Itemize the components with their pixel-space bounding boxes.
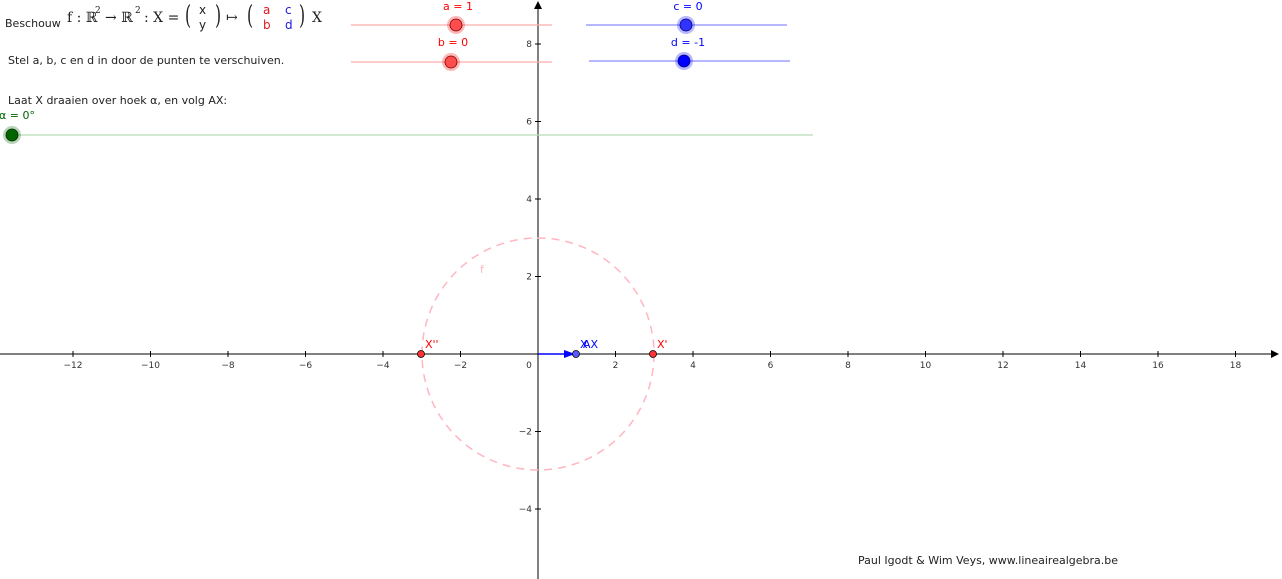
slider-c-label: c = 0 <box>673 0 702 13</box>
x-tick-label: −12 <box>64 361 83 371</box>
y-axis <box>534 1 542 579</box>
slider-d[interactable] <box>589 52 790 70</box>
slider-alpha-label: α = 0° <box>0 109 35 122</box>
x-axis <box>0 350 1279 358</box>
point-x-label: X <box>580 338 588 351</box>
slider-c[interactable] <box>586 16 787 34</box>
x-tick-label: −6 <box>299 361 313 371</box>
y-tick-label: 2 <box>526 273 532 283</box>
x-tick-label: 8 <box>845 361 851 371</box>
slider-d-handle[interactable] <box>677 54 691 68</box>
formula-tail-x: X <box>312 10 322 26</box>
slider-a-label: a = 1 <box>443 0 473 13</box>
rotate-instruction-text: Laat X draaien over hoek α, en volg AX: <box>8 94 228 107</box>
x-tick-label: −2 <box>454 361 467 371</box>
vector-ax <box>538 350 575 358</box>
axis-ticks: −12 −10 −8 −6 −4 −2 0 2 4 6 8 10 12 14 16 18 8 6 4 2 −2 −4 <box>64 40 1242 515</box>
point-x-prime[interactable] <box>649 350 657 358</box>
y-tick-label: 8 <box>526 40 532 50</box>
slider-alpha-handle[interactable] <box>5 128 19 142</box>
maps-to-symbol: ↦ <box>226 10 238 26</box>
slider-c-handle[interactable] <box>679 18 693 32</box>
formula-x-equals: : X = <box>144 10 180 26</box>
formula-square-1: 2 <box>95 6 101 16</box>
x-tick-label: 2 <box>613 361 619 371</box>
vector-y: y <box>199 18 207 32</box>
x-tick-label: 10 <box>920 361 932 371</box>
y-tick-label: −2 <box>519 428 532 438</box>
matrix-entry-b: b <box>263 18 271 32</box>
x-tick-label: 6 <box>768 361 774 371</box>
point-x-double-prime-label: X'' <box>425 338 439 351</box>
slider-b-handle[interactable] <box>444 55 458 69</box>
matrix-left-paren: ( <box>247 1 254 31</box>
matrix-entry-d: d <box>285 18 293 32</box>
instruction-text: Stel a, b, c en d in door de punten te v… <box>8 54 285 67</box>
slider-b[interactable] <box>351 53 552 71</box>
matrix-entry-a: a <box>263 3 271 17</box>
vector-left-paren: ( <box>185 1 192 31</box>
slider-alpha[interactable] <box>3 126 813 144</box>
slider-a-handle[interactable] <box>449 18 463 32</box>
vector-x: x <box>199 3 207 17</box>
formula-arrow-part: → ℝ <box>105 10 133 26</box>
matrix-entry-c: c <box>285 3 292 17</box>
credit-text: Paul Igodt & Wim Veys, www.lineairealgeb… <box>858 554 1119 567</box>
matrix-right-paren: ) <box>299 1 306 31</box>
point-x-double-prime[interactable] <box>417 350 425 358</box>
x-tick-label: 16 <box>1152 361 1164 371</box>
x-tick-label: 0 <box>526 361 532 371</box>
point-x-prime-label: X' <box>657 338 668 351</box>
slider-d-label: d = -1 <box>671 36 705 49</box>
y-tick-label: 6 <box>526 118 532 128</box>
x-tick-label: 14 <box>1075 361 1087 371</box>
x-tick-label: 18 <box>1230 361 1242 371</box>
x-tick-label: −10 <box>141 361 160 371</box>
y-tick-label: 4 <box>526 195 532 205</box>
ax-label: AX <box>583 338 599 351</box>
formula-f-part: f : ℝ <box>67 10 98 26</box>
x-tick-label: −8 <box>221 361 235 371</box>
point-x[interactable] <box>572 350 580 358</box>
slider-a[interactable] <box>351 16 552 34</box>
x-tick-label: 4 <box>690 361 696 371</box>
x-tick-label: 12 <box>997 361 1008 371</box>
circle-mark: f <box>480 263 485 276</box>
slider-b-label: b = 0 <box>438 36 468 49</box>
x-tick-label: −4 <box>376 361 390 371</box>
beschouw-label: Beschouw <box>5 17 61 30</box>
formula-square-2: 2 <box>135 6 141 16</box>
y-tick-label: −4 <box>519 505 533 515</box>
vector-right-paren: ) <box>215 1 222 31</box>
